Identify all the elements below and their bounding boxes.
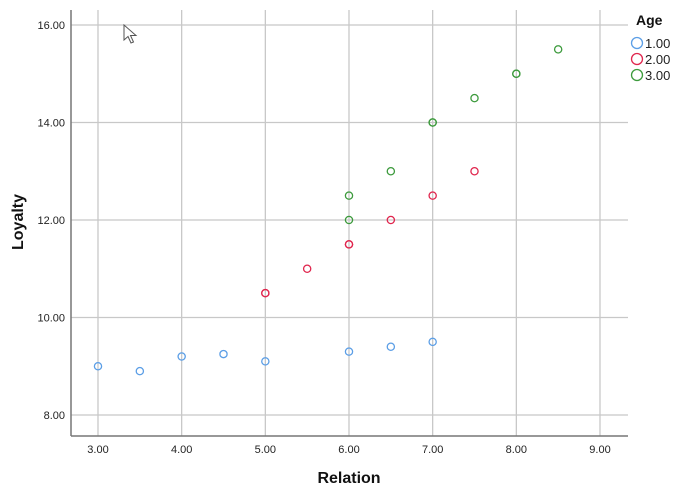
data-point (261, 288, 270, 298)
data-point (512, 69, 521, 79)
data-point (135, 366, 145, 376)
data-points (93, 45, 563, 376)
mouse-pointer-icon (123, 23, 138, 44)
legend-marker-icon (630, 68, 644, 82)
x-axis-ticks: 3.00 4.00 5.00 6.00 7.00 8.00 9.00 (87, 444, 610, 456)
legend-title: Age (636, 12, 663, 28)
data-point (344, 191, 354, 200)
data-point (344, 347, 354, 356)
data-point (177, 352, 186, 361)
data-point (219, 349, 228, 359)
data-point (386, 215, 396, 225)
x-axis-title: Relation (317, 470, 380, 487)
data-point (93, 361, 103, 371)
data-point (553, 45, 563, 54)
data-point (428, 191, 437, 200)
y-tick-label: 12.00 (37, 215, 65, 227)
legend-item: 2.00 (630, 52, 670, 67)
y-axis-title: Loyalty (10, 194, 27, 250)
legend-marker-icon (630, 36, 644, 50)
x-tick-label: 8.00 (506, 444, 527, 456)
data-point (386, 166, 396, 176)
legend-item: 1.00 (630, 36, 670, 51)
data-point (428, 337, 437, 347)
data-point (344, 215, 354, 225)
y-tick-label: 14.00 (37, 118, 65, 130)
y-tick-label: 10.00 (37, 313, 65, 325)
data-point (470, 166, 479, 176)
data-point (428, 118, 437, 127)
legend-item: 3.00 (630, 68, 670, 83)
data-point (261, 357, 270, 366)
legend-marker-icon (630, 52, 644, 66)
y-tick-label: 8.00 (44, 410, 65, 422)
legend: Age 1.002.003.00 (630, 12, 670, 83)
x-tick-label: 7.00 (422, 444, 443, 456)
y-tick-label: 16.00 (37, 20, 65, 32)
data-point (344, 240, 354, 249)
legend-label: 3.00 (645, 68, 670, 83)
data-point (470, 93, 479, 103)
gridlines (71, 10, 628, 436)
data-point (302, 264, 312, 273)
x-tick-label: 4.00 (171, 444, 192, 456)
data-point (386, 342, 396, 351)
axes (70, 10, 628, 437)
x-tick-label: 9.00 (589, 444, 610, 456)
legend-label: 1.00 (645, 36, 670, 51)
x-tick-label: 3.00 (87, 444, 108, 456)
y-axis-ticks: 8.00 10.00 12.00 14.00 16.00 (37, 20, 65, 422)
x-tick-label: 6.00 (338, 444, 359, 456)
legend-label: 2.00 (645, 52, 670, 67)
x-tick-label: 5.00 (255, 444, 276, 456)
